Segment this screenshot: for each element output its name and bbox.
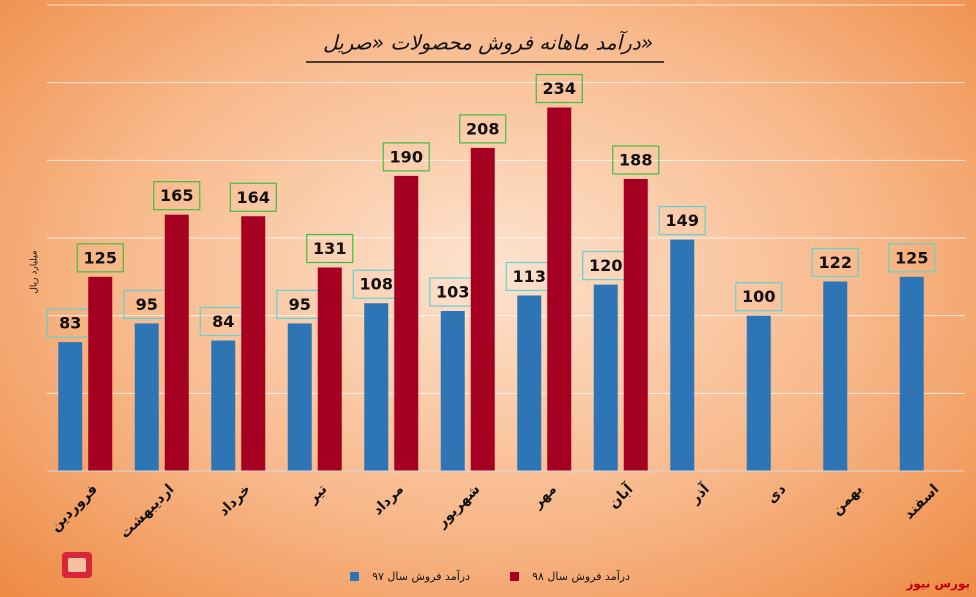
x-tick-label: آذر — [685, 479, 713, 507]
bar — [899, 276, 924, 471]
bar — [211, 340, 236, 471]
bar — [287, 323, 312, 471]
value-label: 165 — [160, 186, 193, 205]
bar — [823, 281, 848, 471]
x-tick-label: فروردین — [47, 481, 101, 535]
x-tick-label: مهر — [529, 481, 560, 512]
bar — [547, 107, 572, 472]
bar — [58, 342, 83, 471]
logo — [62, 552, 92, 578]
value-label: 131 — [313, 239, 346, 258]
bar — [440, 311, 465, 471]
bar — [517, 295, 542, 471]
legend-label: درآمد فروش سال ۹۷ — [372, 569, 470, 583]
x-tick-label: اسفند — [901, 481, 942, 522]
bar — [746, 315, 771, 471]
value-label-box — [153, 181, 201, 211]
value-label: 234 — [543, 79, 576, 98]
bar — [394, 175, 419, 471]
value-label-box — [535, 73, 583, 104]
value-label: 95 — [289, 295, 311, 314]
x-tick-label: شهریور — [433, 481, 483, 531]
x-tick-label: مرداد — [370, 481, 407, 518]
value-label: 122 — [819, 253, 852, 272]
bar — [134, 323, 159, 471]
bar — [670, 239, 695, 471]
x-tick-label: آبان — [604, 479, 637, 512]
value-label: 188 — [619, 150, 652, 169]
value-label: 95 — [136, 295, 158, 314]
bar — [88, 276, 113, 471]
value-label: 125 — [84, 248, 117, 267]
value-label-box — [658, 205, 706, 236]
x-tick-label: خرداد — [216, 481, 254, 519]
bar — [164, 214, 189, 471]
value-label-box — [811, 247, 859, 278]
bar — [241, 216, 266, 471]
legend-swatch — [510, 572, 519, 581]
value-label: 103 — [436, 283, 469, 302]
watermark: بورس نیوز — [905, 577, 970, 592]
value-label-box — [76, 243, 124, 273]
legend-swatch — [350, 572, 359, 581]
bar — [470, 147, 495, 471]
x-tick-label: تیر — [304, 481, 330, 507]
bar — [593, 284, 618, 471]
bar — [317, 267, 342, 471]
value-label-box — [459, 114, 507, 144]
value-label-box — [888, 243, 936, 273]
y-axis-label: میلیارد ریال — [30, 250, 40, 294]
value-label-box — [382, 142, 430, 172]
value-label: 100 — [742, 287, 775, 306]
x-tick-label: بهمن — [829, 481, 866, 518]
value-label: 108 — [360, 275, 393, 294]
value-label: 149 — [666, 211, 699, 230]
value-label-box — [229, 182, 277, 212]
value-label: 120 — [589, 256, 622, 275]
bar — [364, 303, 389, 471]
value-label-box — [306, 233, 354, 264]
value-label-box — [612, 145, 660, 175]
value-label: 83 — [59, 314, 81, 333]
x-tick-label: اردیبهشت — [117, 481, 177, 541]
value-label: 164 — [237, 188, 270, 207]
chart-title: درآمد ماهانه فروش محصولات «صریل» — [323, 31, 653, 55]
value-label: 113 — [513, 267, 546, 286]
legend-label: درآمد فروش سال ۹۸ — [532, 569, 630, 583]
value-label: 208 — [466, 119, 499, 138]
value-label-box — [735, 282, 783, 312]
value-label: 190 — [390, 147, 423, 166]
value-label: 84 — [212, 312, 234, 331]
value-label: 125 — [895, 248, 928, 267]
x-tick-label: دی — [764, 481, 789, 506]
bar — [623, 178, 648, 471]
